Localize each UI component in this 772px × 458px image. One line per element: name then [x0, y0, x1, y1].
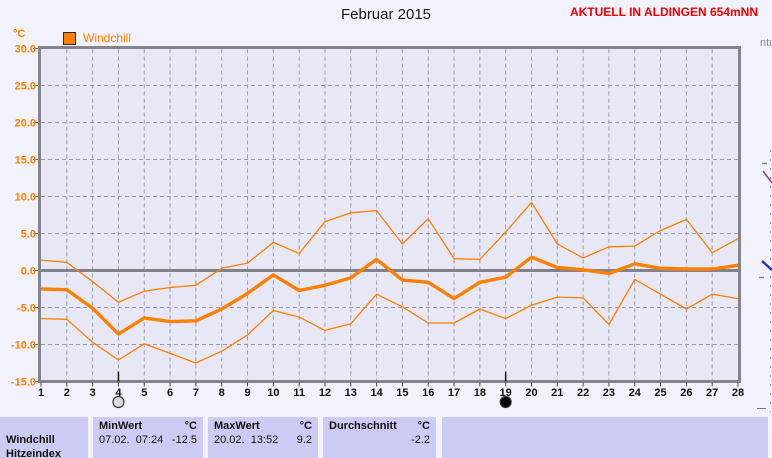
- svg-text:14: 14: [370, 387, 383, 399]
- svg-text:-10.0: -10.0: [11, 340, 36, 352]
- svg-text:27: 27: [706, 387, 718, 399]
- series-Windchill Tagesminimum: [40, 278, 739, 364]
- table-row-label: Windchill: [6, 434, 55, 446]
- svg-text:10: 10: [267, 387, 279, 399]
- svg-text:5: 5: [141, 387, 147, 399]
- series-Windchill Tagesmaximum: [40, 201, 739, 303]
- svg-text:3: 3: [90, 387, 96, 399]
- svg-text:24: 24: [629, 387, 642, 399]
- svg-text:25.0: 25.0: [15, 81, 36, 93]
- maxwert-value: 9.2: [296, 434, 312, 446]
- chart-legend: Windchill: [63, 31, 131, 45]
- durchschnitt-unit: °C: [417, 420, 430, 432]
- minwert-datetime: 07.02. 07:24: [99, 434, 164, 446]
- durchschnitt-header: Durchschnitt: [329, 420, 397, 432]
- windchill-legend-label: Windchill: [83, 31, 132, 45]
- svg-text:4: 4: [115, 387, 122, 399]
- svg-text:21: 21: [551, 387, 563, 399]
- windchill-series-swatch-icon: [63, 31, 76, 45]
- new-moon-icon: [499, 395, 512, 409]
- svg-text:8: 8: [219, 387, 225, 399]
- maxwert-datetime: 20.02. 13:52: [214, 434, 279, 446]
- svg-text:11: 11: [293, 387, 305, 399]
- minwert-cell: MinWert °C 07.02. 07:24 -12.5: [93, 417, 203, 458]
- svg-text:0.0: 0.0: [21, 266, 36, 278]
- maxwert-header: MaxWert: [214, 420, 260, 432]
- svg-text:2: 2: [64, 387, 70, 399]
- svg-text:22: 22: [577, 387, 589, 399]
- svg-text:13: 13: [345, 387, 357, 399]
- station-banner: AKTUELL IN ALDINGEN 654mNN: [569, 5, 758, 19]
- svg-text:16: 16: [422, 387, 434, 399]
- svg-text:30.0: 30.0: [15, 44, 36, 56]
- svg-text:19: 19: [500, 387, 512, 399]
- svg-text:26: 26: [680, 387, 692, 399]
- table-row2-label-cutoff: Hitzeindex: [6, 448, 62, 458]
- minwert-header: MinWert: [99, 420, 143, 432]
- svg-text:28: 28: [732, 387, 744, 399]
- durchschnitt-cell: Durchschnitt °C -2.2: [323, 417, 436, 458]
- y-axis-unit-label: °C: [13, 28, 26, 40]
- full-moon-icon: [112, 395, 125, 409]
- adjacent-chart-blue-line-fragment: [761, 260, 772, 271]
- svg-text:6: 6: [167, 387, 173, 399]
- svg-text:17: 17: [448, 387, 460, 399]
- svg-text:9: 9: [244, 387, 250, 399]
- svg-text:23: 23: [603, 387, 615, 399]
- maxwert-unit: °C: [299, 420, 312, 432]
- svg-text:-15.0: -15.0: [11, 377, 36, 389]
- svg-text:20: 20: [525, 387, 537, 399]
- svg-text:5.0: 5.0: [21, 229, 36, 241]
- minwert-unit: °C: [184, 420, 197, 432]
- adjacent-chart-text-fragment: ntu: [760, 37, 772, 49]
- svg-text:15.0: 15.0: [15, 155, 36, 167]
- maxwert-cell: MaxWert °C 20.02. 13:52 9.2: [208, 417, 318, 458]
- adjacent-chart-purple-line-fragment: [762, 170, 772, 184]
- svg-text:10.0: 10.0: [15, 192, 36, 204]
- durchschnitt-spacer: [329, 433, 332, 447]
- table-row-label-cell: Windchill Hitzeindex: [0, 417, 88, 458]
- svg-text:20.0: 20.0: [15, 118, 36, 130]
- minwert-value: -12.5: [171, 434, 197, 446]
- table-empty-header: [0, 419, 88, 433]
- svg-text:-5.0: -5.0: [17, 303, 36, 315]
- svg-text:25: 25: [654, 387, 666, 399]
- series-Windchill Tagesmittel: [40, 255, 739, 336]
- page-title: Februar 2015: [340, 6, 432, 23]
- svg-text:18: 18: [474, 387, 486, 399]
- svg-text:1: 1: [38, 387, 44, 399]
- table-empty-cell: [442, 417, 768, 458]
- svg-text:12: 12: [319, 387, 331, 399]
- svg-text:15: 15: [396, 387, 408, 399]
- svg-text:7: 7: [193, 387, 199, 399]
- durchschnitt-value: -2.2: [411, 434, 430, 446]
